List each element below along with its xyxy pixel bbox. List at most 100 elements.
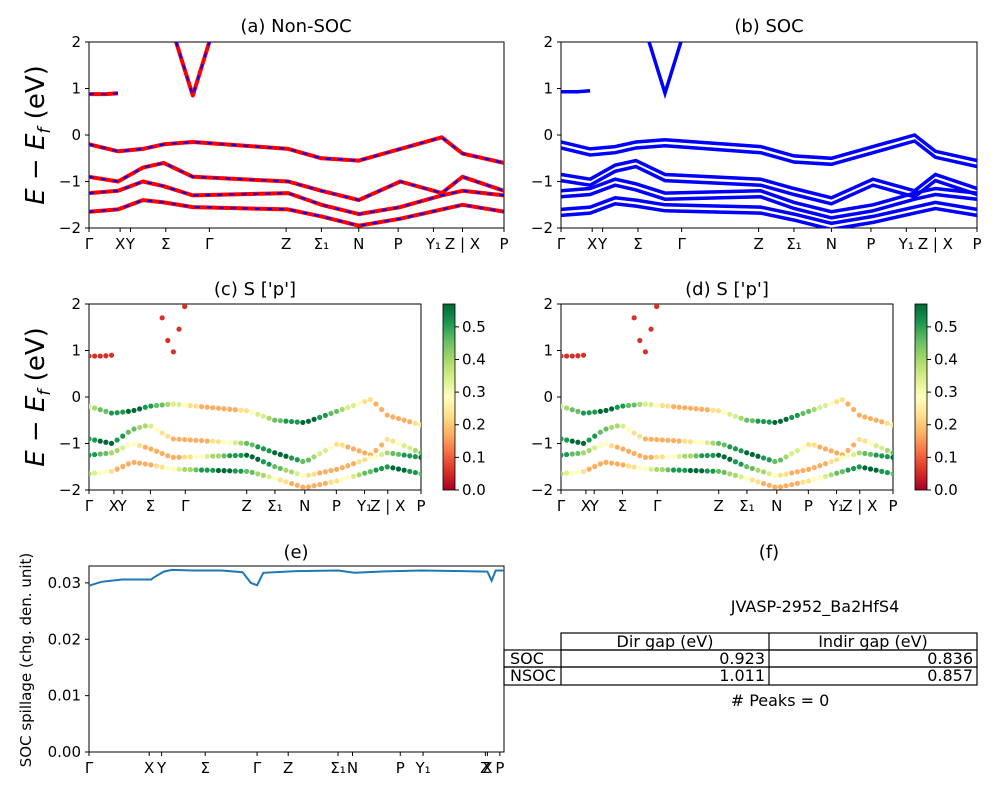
projection-point xyxy=(721,454,727,460)
projection-point xyxy=(648,402,654,408)
projection-point xyxy=(834,450,840,456)
panel-b-xtick-label: Γ xyxy=(677,235,686,253)
projection-point xyxy=(760,418,767,425)
projection-point xyxy=(159,450,165,457)
projection-point xyxy=(120,433,126,439)
projection-point xyxy=(715,468,722,474)
panel-b-xtick-label: Y₁ xyxy=(898,235,914,253)
projection-point xyxy=(828,400,834,407)
projection-point xyxy=(755,479,761,485)
panel-e-xtick-label: Γ xyxy=(253,759,262,777)
soc-band xyxy=(561,183,977,220)
projection-point xyxy=(693,453,699,459)
projection-point xyxy=(255,444,261,450)
projection-point xyxy=(108,450,115,456)
projection-point xyxy=(862,450,868,457)
projection-point xyxy=(300,472,306,479)
panel-c-xtick-label: Σ xyxy=(146,497,155,515)
projection-point xyxy=(294,457,300,463)
projection-point xyxy=(89,452,92,458)
projection-point xyxy=(395,466,402,472)
projection-point xyxy=(772,419,778,426)
projection-point xyxy=(103,408,109,414)
projection-point xyxy=(732,472,739,478)
projection-point xyxy=(345,475,351,481)
projection-point xyxy=(131,441,137,447)
projection-point xyxy=(221,453,227,459)
projection-point xyxy=(103,450,109,457)
projection-point xyxy=(412,447,418,454)
projection-point xyxy=(597,408,603,414)
projection-point xyxy=(390,465,396,471)
projection-point xyxy=(811,464,817,471)
projection-point xyxy=(721,409,727,415)
projection-point xyxy=(592,409,598,415)
panel-b-xtick-label: N xyxy=(826,235,837,253)
projection-point xyxy=(715,440,722,446)
projection-point xyxy=(704,452,710,459)
projection-point xyxy=(614,461,620,467)
projection-point xyxy=(97,469,103,476)
projection-point xyxy=(654,454,660,460)
projection-point xyxy=(817,463,823,469)
projection-point xyxy=(114,437,120,443)
projection-point xyxy=(867,451,874,457)
projection-point xyxy=(654,466,660,473)
projection-point xyxy=(120,409,126,415)
panel-d-xtick-label: P xyxy=(888,497,897,515)
projection-point xyxy=(884,420,890,426)
projection-point xyxy=(609,460,615,466)
projection-point xyxy=(108,468,115,475)
panel-a-xtick-label: Z xyxy=(281,235,291,253)
projection-point xyxy=(367,469,373,475)
colorbar-tick-label: 0.4 xyxy=(462,350,486,368)
projection-point xyxy=(305,457,312,463)
projection-point xyxy=(103,353,109,359)
projection-point xyxy=(317,470,323,476)
projection-point xyxy=(727,456,733,462)
projection-point xyxy=(710,452,716,458)
projection-point xyxy=(379,465,385,472)
projection-point xyxy=(243,408,250,414)
projection-point xyxy=(198,404,205,410)
projection-point xyxy=(227,439,233,445)
projection-point xyxy=(620,423,626,429)
projection-point xyxy=(373,453,379,459)
projection-point xyxy=(333,466,340,472)
projection-point xyxy=(114,447,120,454)
projection-point xyxy=(395,451,402,457)
projection-point xyxy=(210,405,216,411)
panel-c-xtick-label: Y₁ xyxy=(356,497,372,515)
projection-point xyxy=(311,471,317,477)
projection-point xyxy=(362,450,368,456)
projection-point xyxy=(642,454,649,461)
projection-point xyxy=(631,430,637,436)
panel-e-ytick-label: 0.02 xyxy=(48,630,81,648)
panel-a-xtick-label: P xyxy=(499,235,508,253)
projection-point xyxy=(732,459,739,465)
projection-point xyxy=(766,457,772,463)
projection-point xyxy=(777,472,784,478)
projection-point xyxy=(407,419,413,425)
projection-point xyxy=(232,468,238,474)
projection-point xyxy=(564,353,570,359)
projection-point xyxy=(738,415,744,421)
projection-point xyxy=(851,451,857,458)
projection-point xyxy=(170,466,177,472)
projection-point xyxy=(760,480,767,487)
projection-point xyxy=(272,417,278,423)
panel-a-xtick-label: Y₁ xyxy=(425,235,441,253)
projection-point xyxy=(170,401,177,407)
panel-e-xtick-label: N xyxy=(347,759,358,777)
projection-point xyxy=(187,454,193,460)
projection-point xyxy=(356,472,362,478)
projection-point xyxy=(603,407,609,414)
projection-point xyxy=(670,438,677,444)
panel-b-xtick-label: Y xyxy=(597,235,608,253)
projection-point xyxy=(165,465,171,471)
soc-band xyxy=(561,202,977,228)
projection-point xyxy=(794,412,800,418)
panel-d-xtick-label: Z xyxy=(714,497,724,515)
projection-point xyxy=(277,477,283,483)
projection-point xyxy=(609,442,615,449)
